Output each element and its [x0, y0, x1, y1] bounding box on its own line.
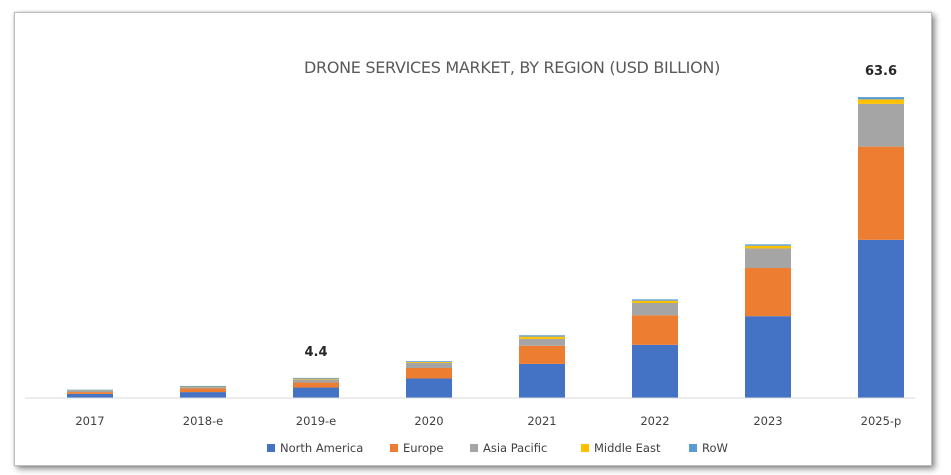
legend-label: RoW [702, 441, 728, 455]
data-label: 63.6 [865, 64, 897, 79]
x-tick-label: 2017 [75, 414, 104, 428]
legend: North America Europe Asia Pacific Middle Ea… [267, 441, 728, 455]
bar-segment-asia-pacific-2017 [67, 390, 113, 393]
legend-label: North America [280, 441, 363, 455]
data-label: 4.4 [304, 345, 327, 360]
bar-segment-middle-east-2020 [406, 362, 452, 363]
bar-segment-asia-pacific-2018-e [180, 387, 226, 389]
bar-segment-europe-2022 [632, 315, 678, 345]
bar-segment-row-2025-p [858, 97, 904, 100]
legend-item: RoW [689, 441, 728, 455]
x-tick-label: 2018-e [183, 414, 224, 428]
bar-segment-asia-pacific-2019-e [293, 379, 339, 383]
bar-segment-asia-pacific-2025-p [858, 103, 904, 147]
bar-segment-middle-east-2019-e [293, 378, 339, 380]
legend-label: Asia Pacific [483, 441, 547, 455]
bar-segment-asia-pacific-2021 [519, 338, 565, 346]
bar-segment-north-america-2022 [632, 344, 678, 398]
bar-segment-row-2017 [67, 389, 113, 391]
bar-segment-row-2023 [745, 244, 791, 246]
bar-segment-europe-2018-e [180, 388, 226, 393]
bar-segment-asia-pacific-2023 [745, 248, 791, 268]
bar-segment-europe-2019-e [293, 382, 339, 388]
bar-segment-europe-2017 [67, 392, 113, 394]
bar-segment-middle-east-2022 [632, 300, 678, 303]
bar-segment-middle-east-2023 [745, 245, 791, 249]
bar-segment-row-2018-e [180, 385, 226, 387]
x-tick-label: 2021 [527, 414, 556, 428]
legend-swatch [390, 444, 398, 452]
x-tick-label: 2025-p [861, 414, 902, 428]
chart-figure: DRONE SERVICES MARKET, BY REGION (USD BI… [14, 12, 932, 466]
bar-segment-row-2020 [406, 361, 452, 363]
x-tick-labels: 2017 2018-e 2019-e 2020 2021 2022 2023 2025-p [75, 414, 901, 428]
legend-label: Middle East [594, 441, 661, 455]
legend-swatch [470, 444, 478, 452]
stacked-bar-chart: DRONE SERVICES MARKET, BY REGION (USD BI… [25, 58, 915, 455]
x-tick-label: 2019-e [296, 414, 337, 428]
bars-layer [67, 97, 904, 398]
bar-segment-row-2021 [519, 335, 565, 337]
legend-item: North America [267, 441, 363, 455]
bar-segment-asia-pacific-2022 [632, 303, 678, 316]
bar-segment-asia-pacific-2020 [406, 363, 452, 368]
bar-segment-row-2022 [632, 299, 678, 301]
bar-segment-north-america-2020 [406, 378, 452, 398]
bar-segment-europe-2020 [406, 368, 452, 379]
bar-segment-north-america-2021 [519, 363, 565, 398]
legend-item: Middle East [581, 441, 661, 455]
bar-segment-north-america-2018-e [180, 392, 226, 398]
legend-item: Asia Pacific [470, 441, 547, 455]
bar-segment-north-america-2025-p [858, 239, 904, 398]
bar-segment-row-2019-e [293, 377, 339, 379]
bar-segment-europe-2023 [745, 268, 791, 317]
bar-segment-north-america-2019-e [293, 387, 339, 398]
legend-swatch [581, 444, 589, 452]
bar-segment-europe-2021 [519, 345, 565, 364]
chart-title: DRONE SERVICES MARKET, BY REGION (USD BI… [304, 58, 720, 77]
bar-segment-north-america-2023 [745, 316, 791, 398]
x-tick-label: 2023 [753, 414, 782, 428]
bar-segment-north-america-2017 [67, 393, 113, 398]
x-tick-label: 2022 [640, 414, 669, 428]
bar-segment-middle-east-2021 [519, 336, 565, 339]
bar-segment-europe-2025-p [858, 146, 904, 240]
legend-swatch [689, 444, 697, 452]
bar-segment-middle-east-2025-p [858, 99, 904, 104]
legend-swatch [267, 444, 275, 452]
legend-item: Europe [390, 441, 443, 455]
legend-label: Europe [403, 441, 443, 455]
data-labels: 4.4 63.6 [304, 64, 897, 360]
x-tick-label: 2020 [414, 414, 443, 428]
